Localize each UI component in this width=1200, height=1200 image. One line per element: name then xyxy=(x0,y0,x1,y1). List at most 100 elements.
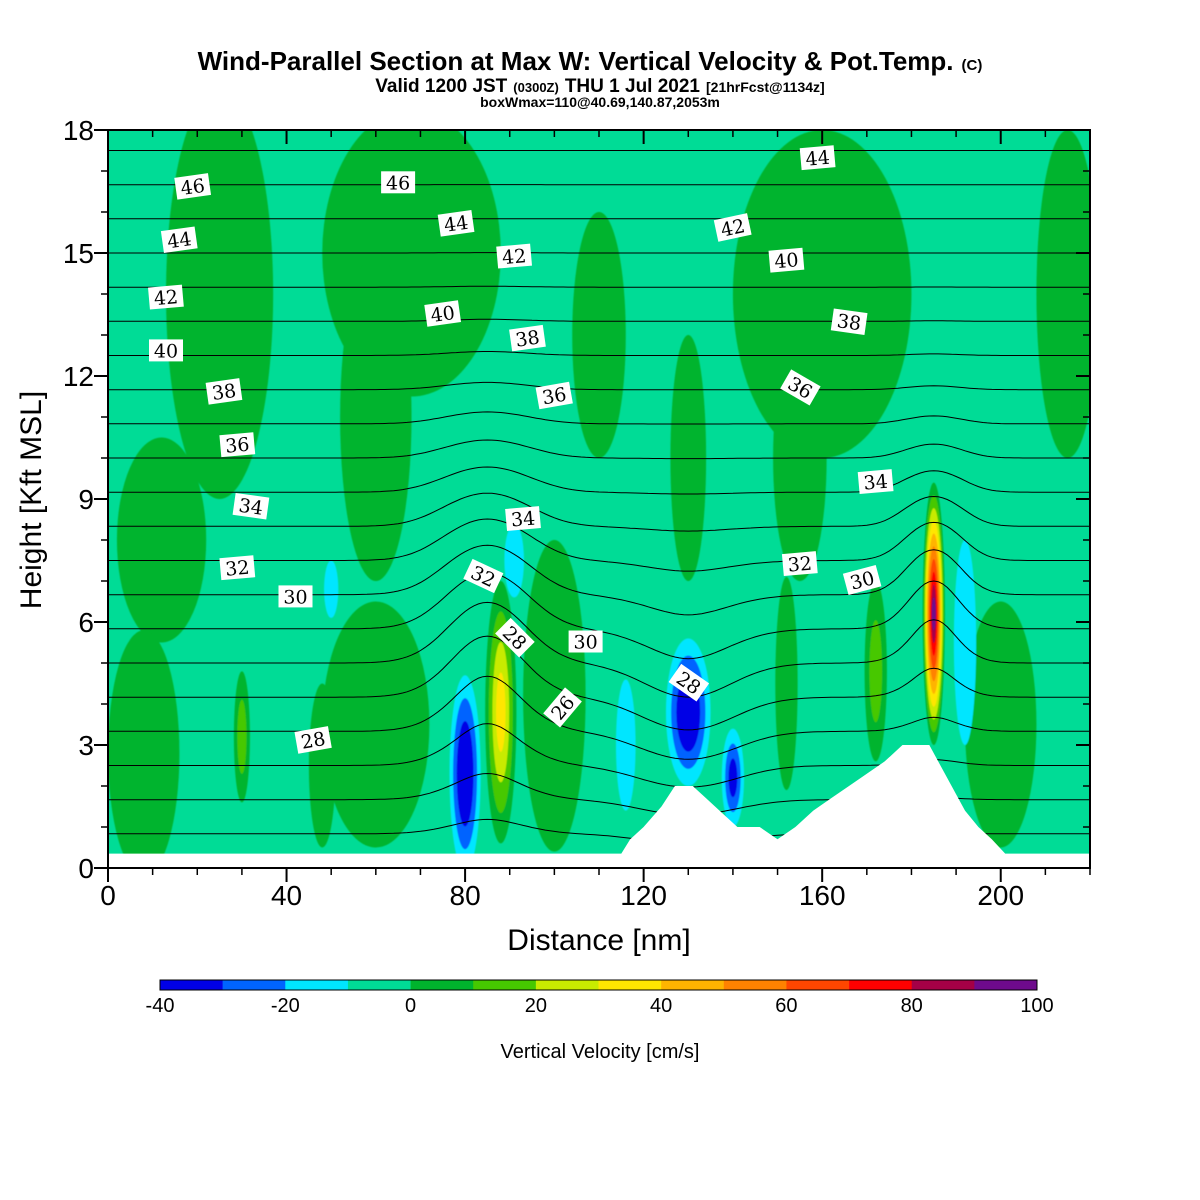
contour-label: 38 xyxy=(205,378,243,405)
contour-label-text: 28 xyxy=(299,728,327,754)
contour-label-text: 32 xyxy=(787,553,813,577)
contour-label-box xyxy=(496,243,533,269)
velocity-band xyxy=(322,601,430,848)
velocity-band xyxy=(681,689,696,735)
contour-label-text: 40 xyxy=(429,302,456,327)
colorbar-swatch xyxy=(598,980,662,990)
velocity-cell xyxy=(670,335,707,581)
contour-label-text: 40 xyxy=(773,249,799,273)
title-mark: (C) xyxy=(962,57,983,74)
contour-label-box xyxy=(149,339,183,362)
velocity-cell xyxy=(504,523,525,598)
contour-label-text: 42 xyxy=(719,215,747,242)
contour-label-text: 34 xyxy=(510,507,536,531)
velocity-band xyxy=(869,620,883,723)
y-tick-label: 9 xyxy=(78,484,94,515)
contour-label: 38 xyxy=(830,308,868,335)
colorbar-swatch xyxy=(473,980,537,990)
colorbar-swatch xyxy=(535,980,599,990)
contour-label: 28 xyxy=(294,726,332,754)
theta-contour xyxy=(108,635,1090,731)
velocity-cell xyxy=(324,560,339,618)
colorbar-frame xyxy=(159,979,1038,991)
velocity-cell xyxy=(572,212,626,458)
velocity-cell xyxy=(732,130,912,458)
contour-label-box xyxy=(799,145,836,171)
contour-label-text: 46 xyxy=(179,175,206,200)
contour-label-text: 38 xyxy=(211,380,238,405)
contour-label-text: 30 xyxy=(283,586,307,608)
contour-label-text: 34 xyxy=(237,495,264,520)
terrain-mask xyxy=(108,745,1090,868)
contour-label-box xyxy=(509,324,546,352)
contour-label-box xyxy=(424,300,462,327)
colorbar: -40 -20 0 20 40 60 80 100 xyxy=(146,979,1054,1017)
contour-label: 46 xyxy=(381,171,416,194)
theta-contour xyxy=(108,439,1090,460)
theta-contour xyxy=(108,492,1090,532)
velocity-band xyxy=(523,540,586,852)
contour-label: 46 xyxy=(174,173,212,200)
velocity-cell xyxy=(166,130,274,499)
colorbar-tick-label: 20 xyxy=(525,995,547,1017)
contour-label: 32 xyxy=(781,551,818,577)
colorbar-swatch xyxy=(974,980,1038,990)
contour-label-box xyxy=(568,630,603,653)
colorbar-swatch xyxy=(911,980,975,990)
colorbar-label: Vertical Velocity [cm/s] xyxy=(501,1041,700,1063)
contour-label: 30 xyxy=(278,585,313,608)
contour-label-box xyxy=(768,247,805,273)
contour-label-box xyxy=(857,469,894,495)
contour-label-box xyxy=(495,617,535,658)
contour-label: 40 xyxy=(424,300,462,327)
contour-label-text: 44 xyxy=(166,228,193,253)
y-tick-label: 18 xyxy=(63,115,94,146)
velocity-cell xyxy=(665,638,711,786)
contour-label: 34 xyxy=(857,469,894,495)
x-tick-label: 120 xyxy=(620,880,667,911)
velocity-band xyxy=(732,130,912,458)
y-tick-label: 3 xyxy=(78,730,94,761)
velocity-band xyxy=(728,758,738,798)
velocity-band xyxy=(670,335,707,581)
velocity-band xyxy=(116,437,207,643)
theta-contour xyxy=(108,601,1090,698)
colorbar-tick-label: -40 xyxy=(146,995,175,1017)
contour-label-text: 44 xyxy=(805,147,831,171)
velocity-band xyxy=(572,212,626,458)
theta-contour xyxy=(108,381,1090,391)
velocity-band xyxy=(496,672,506,752)
velocity-cell xyxy=(116,437,207,643)
contour-label-box xyxy=(294,726,332,754)
contour-label-text: 32 xyxy=(224,557,250,581)
theta-contour xyxy=(108,518,1090,572)
contour-label-text: 44 xyxy=(443,212,470,237)
contour-label-box xyxy=(505,506,541,531)
contour-label-box xyxy=(148,284,184,310)
contour-label: 40 xyxy=(768,247,805,273)
colorbar-swatch xyxy=(786,980,850,990)
contour-label-text: 30 xyxy=(574,632,598,654)
contour-label: 36 xyxy=(535,381,573,409)
x-tick-label: 0 xyxy=(100,880,116,911)
velocity-cell xyxy=(233,671,250,803)
chart-title: Wind-Parallel Section at Max W: Vertical… xyxy=(198,46,983,76)
velocity-band xyxy=(324,560,339,618)
contour-label: 42 xyxy=(713,213,752,242)
velocity-cell xyxy=(775,576,798,791)
colorbar-swatch xyxy=(410,980,474,990)
contour-label-box xyxy=(160,226,198,253)
contour-label-box xyxy=(205,378,243,405)
x-tick-label: 80 xyxy=(450,880,481,911)
contour-label: 42 xyxy=(148,284,184,310)
contour-label-box xyxy=(668,663,710,702)
velocity-band xyxy=(460,743,470,804)
contour-label-text: 36 xyxy=(224,434,250,458)
x-tick-label: 40 xyxy=(271,880,302,911)
contour-label: 32 xyxy=(219,555,256,581)
contour-label-box xyxy=(543,687,582,728)
contour-label-text: 40 xyxy=(154,340,178,362)
